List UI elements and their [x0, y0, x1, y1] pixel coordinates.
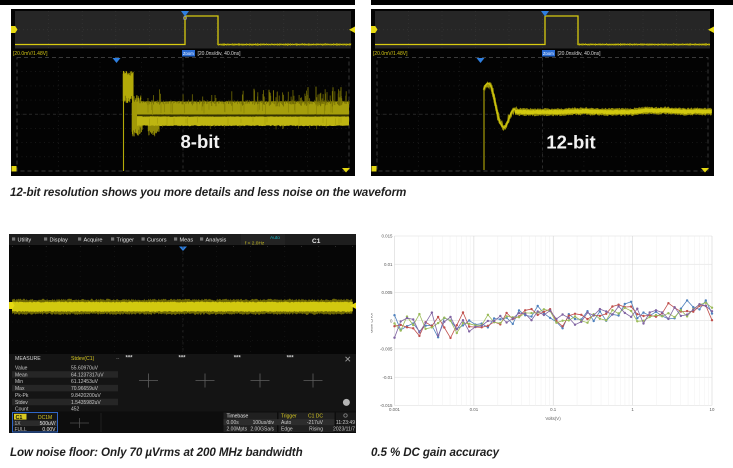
svg-text:0.1: 0.1 — [550, 407, 557, 412]
svg-text:2.00GSa/s: 2.00GSa/s — [250, 427, 274, 433]
svg-text:C1: C1 — [16, 415, 23, 421]
svg-text:500uV/: 500uV/ — [40, 421, 56, 427]
svg-text:***: *** — [287, 355, 295, 361]
svg-text:***: *** — [234, 355, 242, 361]
svg-text:Count: Count — [15, 407, 29, 413]
svg-text:Stdev(C1): Stdev(C1) — [71, 356, 95, 362]
svg-text:70.96659uV: 70.96659uV — [71, 386, 99, 392]
svg-text:0.015: 0.015 — [381, 234, 393, 239]
svg-text:61.12453uV: 61.12453uV — [71, 379, 99, 385]
svg-text:Zoom: Zoom — [543, 51, 554, 56]
svg-text:-217uV: -217uV — [307, 420, 324, 426]
svg-text:Auto: Auto — [270, 235, 280, 241]
svg-text:Acquire: Acquire — [84, 238, 103, 244]
svg-text:Value: Value — [15, 365, 28, 371]
svg-text:2023/11/7: 2023/11/7 — [333, 427, 355, 433]
svg-text:[20.0mV/1.48V]: [20.0mV/1.48V] — [373, 51, 408, 57]
svg-text:Analysis: Analysis — [206, 238, 227, 244]
svg-text:452: 452 — [71, 407, 80, 413]
svg-text:--: -- — [116, 356, 120, 362]
svg-text:Gain Error: Gain Error — [371, 312, 374, 333]
svg-text:1: 1 — [631, 407, 634, 412]
svg-text:100us/div: 100us/div — [253, 420, 275, 426]
svg-text:MEASURE: MEASURE — [15, 356, 41, 362]
svg-text:C1: C1 — [312, 238, 321, 245]
svg-text:0.01: 0.01 — [469, 407, 478, 412]
svg-text:C1 DC: C1 DC — [308, 414, 323, 420]
svg-text:0.00V: 0.00V — [42, 427, 56, 433]
svg-text:[20.0mV/1.48V]: [20.0mV/1.48V] — [13, 51, 48, 57]
svg-text:Rising: Rising — [309, 427, 323, 433]
svg-text:Min: Min — [15, 379, 23, 385]
svg-text:***: *** — [126, 355, 134, 361]
svg-text:Trigger: Trigger — [281, 414, 297, 420]
svg-text:Utility: Utility — [18, 238, 32, 244]
svg-text:Trigger: Trigger — [117, 238, 135, 244]
svg-text:Cursors: Cursors — [147, 238, 167, 244]
svg-text:Auto: Auto — [281, 420, 292, 426]
svg-text:12-bit: 12-bit — [546, 132, 595, 153]
svg-text:0.01: 0.01 — [383, 262, 392, 267]
svg-text:0.00s: 0.00s — [227, 420, 240, 426]
svg-text:0: 0 — [390, 318, 393, 323]
svg-text:Zoom: Zoom — [183, 51, 194, 56]
svg-text:Edge: Edge — [281, 427, 293, 433]
svg-text:***: *** — [179, 355, 187, 361]
svg-text:8-bit: 8-bit — [180, 131, 219, 152]
svg-text:Mean: Mean — [15, 372, 28, 378]
svg-text:1.5435982uV: 1.5435982uV — [71, 400, 101, 406]
svg-text:Meas: Meas — [180, 238, 194, 244]
svg-text:-0.01: -0.01 — [382, 375, 393, 380]
svg-text:f < 2.0Hz: f < 2.0Hz — [245, 241, 265, 247]
svg-text:-0.005: -0.005 — [380, 347, 393, 352]
svg-text:0.005: 0.005 — [381, 290, 393, 295]
svg-text:DC1M: DC1M — [38, 415, 52, 421]
svg-text:Timebase: Timebase — [227, 414, 249, 420]
svg-text:[20.0ns/div, 40.0ns]: [20.0ns/div, 40.0ns] — [197, 51, 241, 57]
svg-text:FULL: FULL — [15, 427, 27, 433]
svg-text:Display: Display — [50, 238, 69, 244]
svg-text:11:23:49: 11:23:49 — [336, 420, 355, 426]
svg-text:10: 10 — [709, 407, 714, 412]
svg-text:2.00Mpts: 2.00Mpts — [227, 427, 248, 433]
svg-text:0.001: 0.001 — [389, 407, 401, 412]
svg-text:Volts(V): Volts(V) — [545, 416, 561, 421]
svg-text:Max: Max — [15, 386, 25, 392]
svg-text:Pk-Pk: Pk-Pk — [15, 393, 29, 399]
svg-text:1X: 1X — [15, 421, 22, 427]
svg-text:9.8420200uV: 9.8420200uV — [71, 393, 101, 399]
svg-text:-0.015: -0.015 — [380, 403, 393, 408]
svg-text:55.60970uV: 55.60970uV — [71, 365, 99, 371]
svg-text:[20.0ns/div, 40.0ns]: [20.0ns/div, 40.0ns] — [557, 51, 601, 57]
svg-text:Stdev: Stdev — [15, 400, 28, 406]
svg-text:64.1237317uV: 64.1237317uV — [71, 372, 104, 378]
